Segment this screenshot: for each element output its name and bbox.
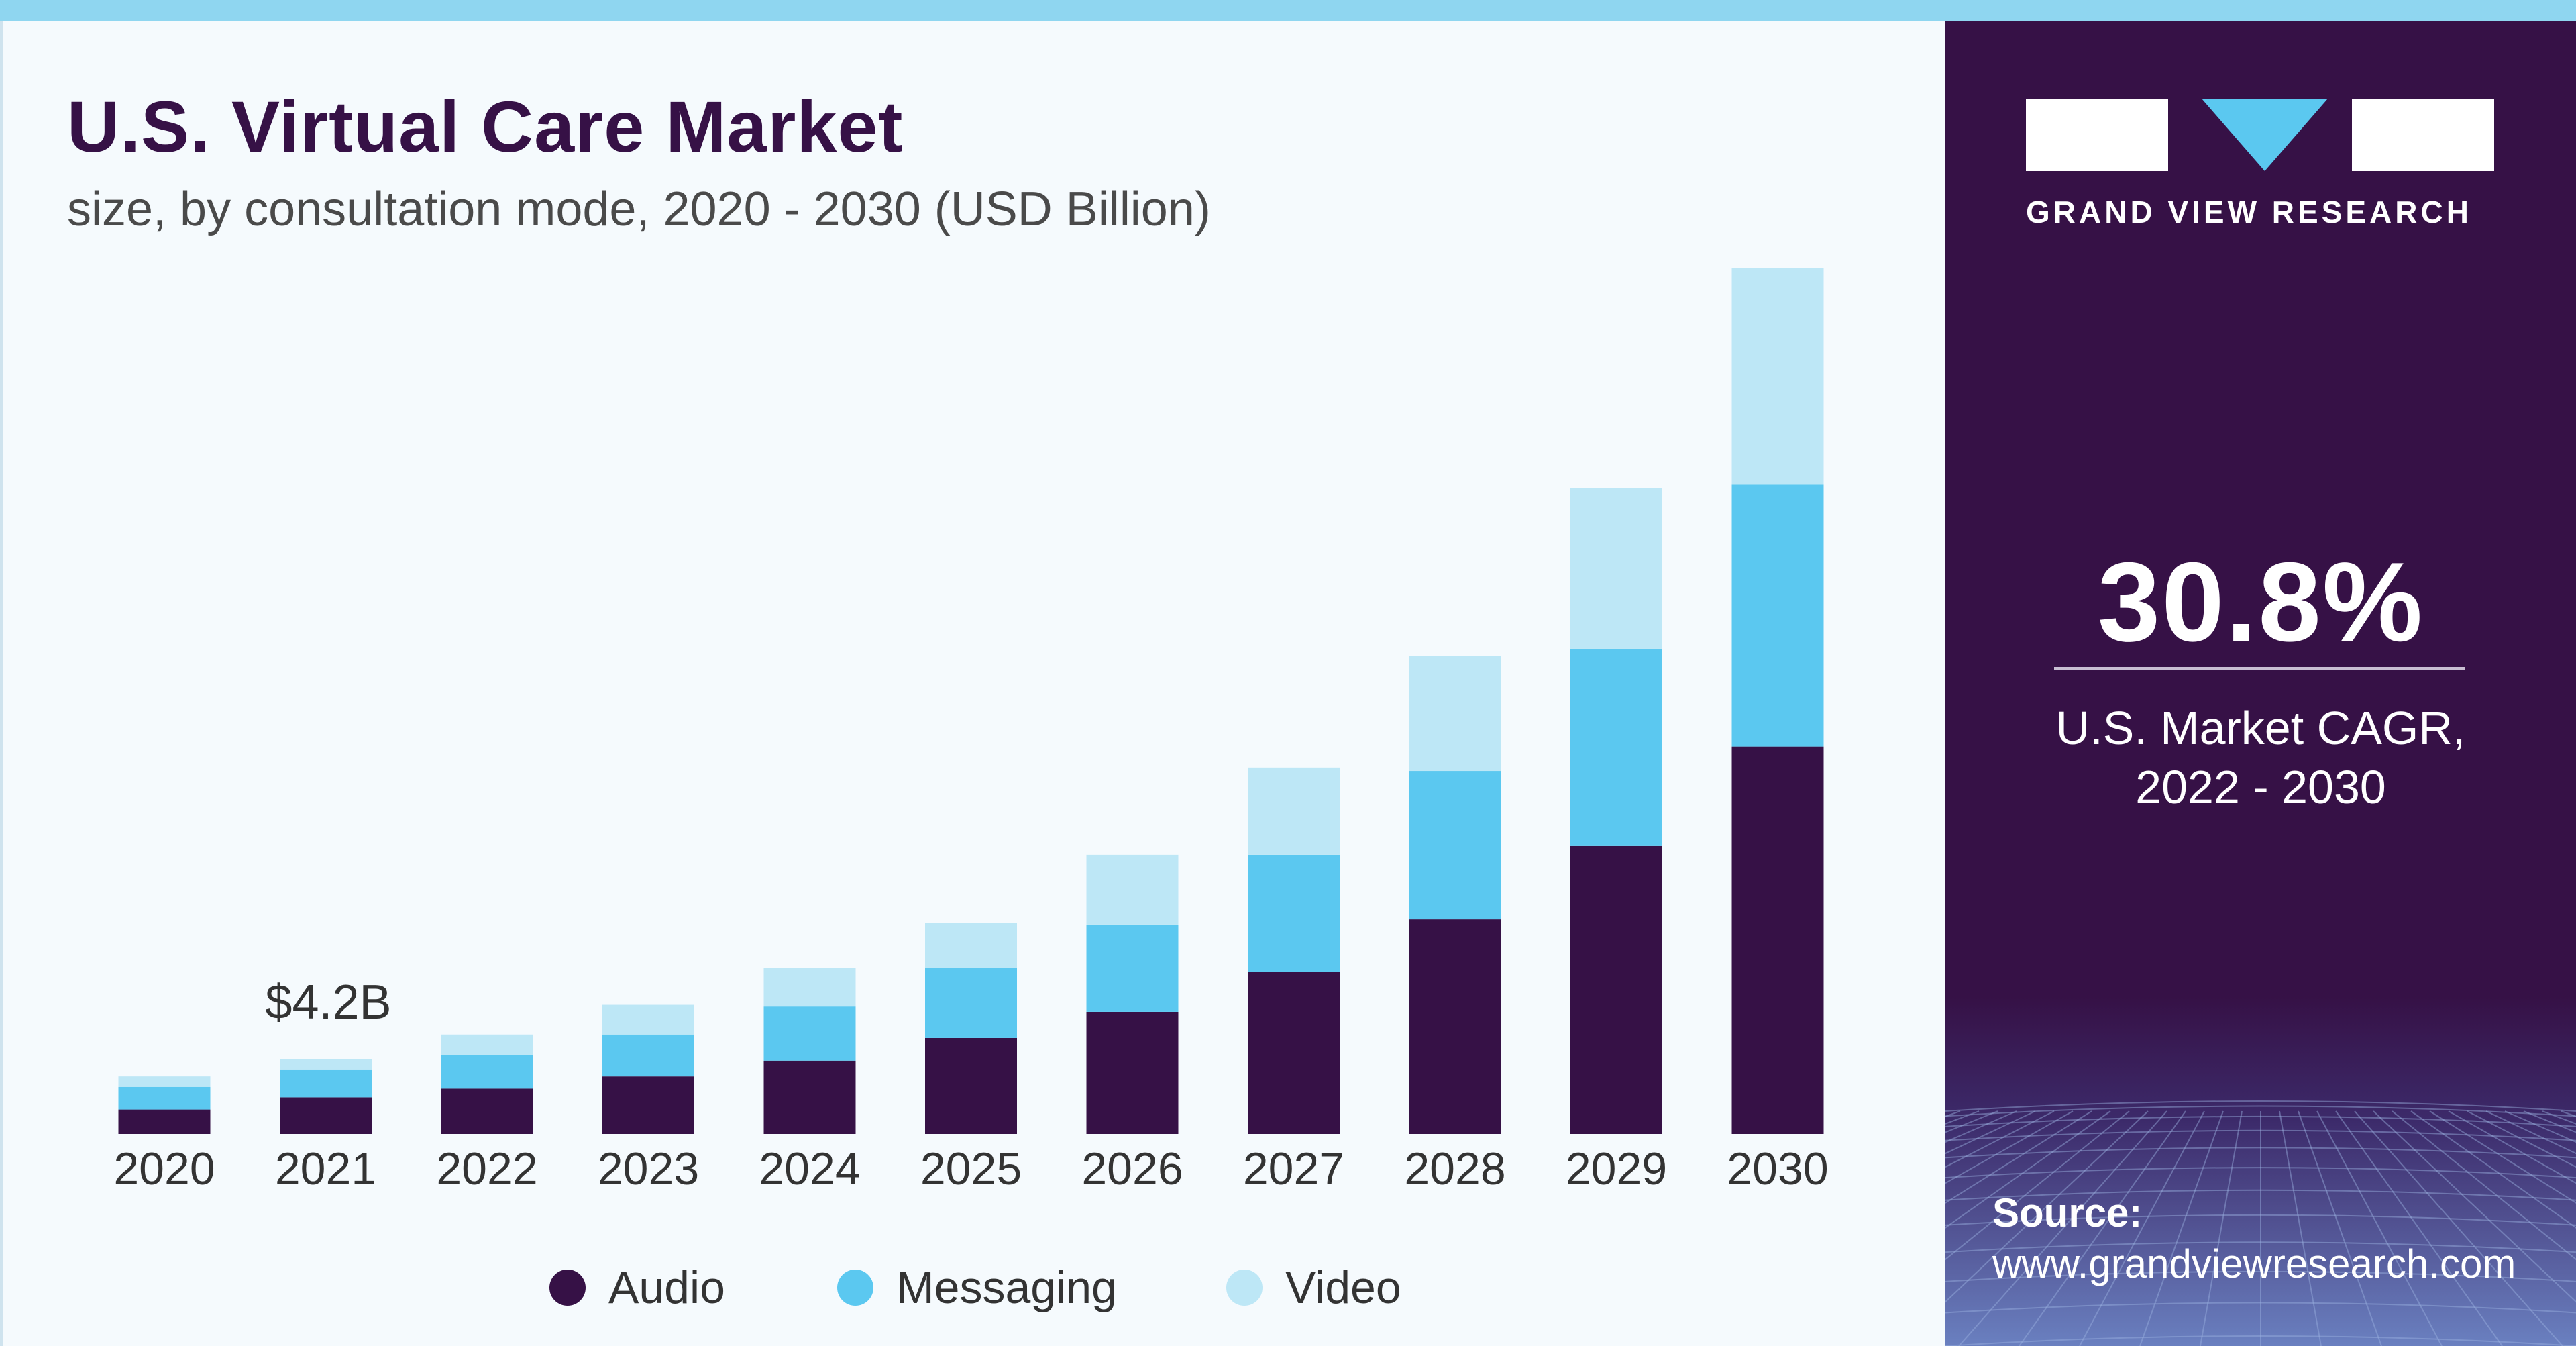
- bar-audio-2022: [441, 1088, 533, 1134]
- legend-label-video: Video: [1285, 1262, 1401, 1313]
- bar-audio-2027: [1248, 972, 1340, 1134]
- bar-audio-2023: [602, 1076, 694, 1134]
- top-accent-bar: [0, 0, 2576, 21]
- x-tick-label-2026: 2026: [1081, 1143, 1183, 1194]
- bar-video-2024: [763, 968, 856, 1007]
- bar-video-2026: [1086, 854, 1179, 925]
- bar-audio-2028: [1409, 919, 1501, 1134]
- cagr-label: U.S. Market CAGR, 2022 - 2030: [1945, 698, 2576, 817]
- cagr-divider: [2054, 667, 2465, 670]
- bar-video-2030: [1731, 268, 1824, 485]
- bar-video-2029: [1570, 488, 1662, 649]
- x-tick-label-2030: 2030: [1727, 1143, 1828, 1194]
- source-label: Source:: [1992, 1190, 2143, 1235]
- x-tick-label-2020: 2020: [113, 1143, 215, 1194]
- bar-video-2020: [118, 1076, 211, 1087]
- bar-audio-2026: [1086, 1011, 1179, 1134]
- bar-video-2027: [1248, 767, 1340, 855]
- bar-audio-2025: [925, 1037, 1017, 1134]
- logo-block-left: [2026, 99, 2168, 171]
- logo-block-right: [2352, 99, 2494, 171]
- side-panel: GRAND VIEW RESEARCH 30.8% U.S. Market CA…: [1945, 21, 2576, 1346]
- source-url[interactable]: www.grandviewresearch.com: [1992, 1241, 2516, 1286]
- brand-logo: GRAND VIEW RESEARCH: [2026, 74, 2496, 242]
- legend-swatch-video: [1226, 1270, 1263, 1306]
- bar-messaging-2022: [441, 1055, 533, 1089]
- x-tick-label-2024: 2024: [759, 1143, 860, 1194]
- bar-audio-2020: [118, 1109, 211, 1134]
- bar-messaging-2030: [1731, 484, 1824, 747]
- legend-item-audio: Audio: [549, 1261, 725, 1314]
- legend-swatch-audio: [549, 1270, 586, 1306]
- bar-messaging-2028: [1409, 771, 1501, 920]
- cagr-value: 30.8%: [2097, 539, 2424, 665]
- logo-triangle-icon: [2202, 99, 2328, 171]
- x-tick-label-2022: 2022: [436, 1143, 537, 1194]
- x-tick-label-2027: 2027: [1243, 1143, 1344, 1194]
- legend-item-video: Video: [1226, 1261, 1401, 1314]
- bar-video-2023: [602, 1004, 694, 1035]
- bar-audio-2021: [280, 1097, 372, 1134]
- bar-audio-2024: [763, 1060, 856, 1134]
- bar-video-2021: [280, 1059, 372, 1070]
- legend-swatch-messaging: [837, 1270, 873, 1306]
- bar-video-2028: [1409, 656, 1501, 772]
- chart-subtitle: size, by consultation mode, 2020 - 2030 …: [67, 183, 1211, 236]
- bar-messaging-2026: [1086, 924, 1179, 1012]
- legend-label-messaging: Messaging: [896, 1262, 1117, 1313]
- bar-audio-2030: [1731, 746, 1824, 1134]
- cagr-label-line2: 2022 - 2030: [2135, 761, 2386, 813]
- x-tick-label-2029: 2029: [1566, 1143, 1667, 1194]
- x-tick-label-2023: 2023: [598, 1143, 699, 1194]
- bar-video-2022: [441, 1034, 533, 1055]
- bar-video-2025: [925, 923, 1017, 968]
- bar-chart: 2020 2021 2022 2023 2024 2025 2026 2027 2028 2029…: [113, 268, 1829, 1194]
- bar-messaging-2025: [925, 968, 1017, 1038]
- bar-messaging-2029: [1570, 648, 1662, 846]
- x-tick-label-2028: 2028: [1404, 1143, 1505, 1194]
- bar-messaging-2021: [280, 1069, 372, 1098]
- grid-decoration: [1945, 997, 2576, 1346]
- legend-item-messaging: Messaging: [837, 1261, 1117, 1314]
- bar-messaging-2027: [1248, 854, 1340, 972]
- bar-messaging-2024: [763, 1006, 856, 1061]
- x-tick-label-2021: 2021: [275, 1143, 376, 1194]
- brand-name: GRAND VIEW RESEARCH: [2026, 195, 2472, 229]
- x-tick-label-2025: 2025: [920, 1143, 1022, 1194]
- cagr-label-line1: U.S. Market CAGR,: [2055, 702, 2466, 754]
- chart-title: U.S. Virtual Care Market: [67, 86, 904, 167]
- bar-audio-2029: [1570, 845, 1662, 1134]
- bar-messaging-2020: [118, 1086, 211, 1110]
- legend-label-audio: Audio: [608, 1262, 725, 1313]
- bar-messaging-2023: [602, 1034, 694, 1077]
- data-label-2021: $4.2B: [265, 976, 391, 1029]
